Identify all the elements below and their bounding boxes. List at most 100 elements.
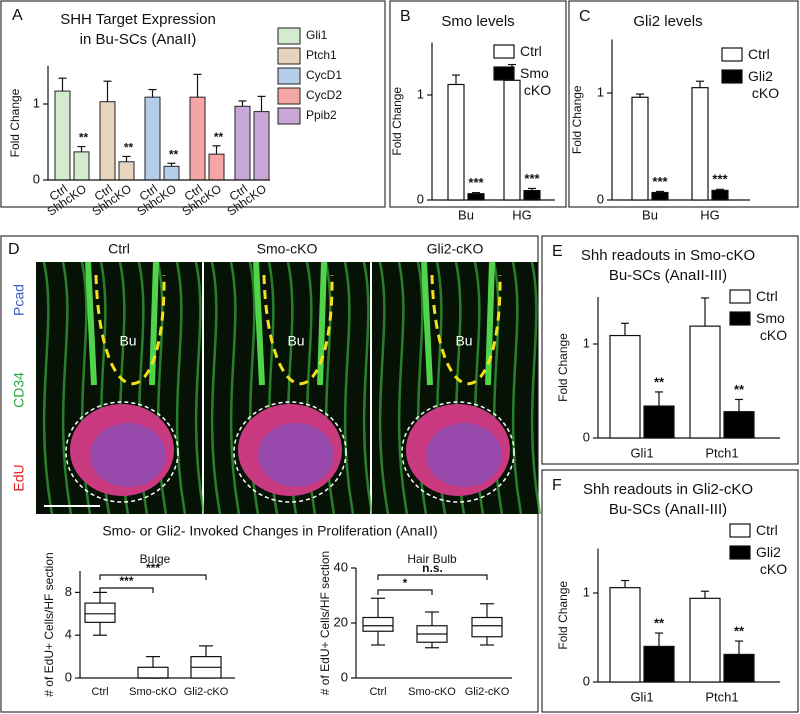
bar	[723, 411, 755, 439]
bulge-outline	[94, 274, 166, 385]
column-label: Gli2-cKO	[427, 241, 484, 257]
legend-swatch	[729, 523, 751, 538]
legend-swatch	[277, 47, 301, 65]
x-tick-label: Gli1	[630, 689, 653, 704]
panel-frame	[389, 0, 567, 208]
legend-label: Gli2 cKO	[748, 68, 779, 101]
box	[471, 616, 503, 638]
y-tick-label: 1	[583, 584, 590, 599]
significance: **	[214, 130, 224, 144]
panel-letter: E	[552, 243, 563, 260]
legend-swatch	[493, 66, 515, 81]
bar	[689, 325, 721, 439]
y-axis-label: # of EdU+ Cells/HF section	[318, 551, 332, 695]
cd34-strand	[42, 261, 54, 515]
significance: ***	[652, 174, 668, 189]
panel-letter: F	[552, 477, 562, 494]
chart-title: Bulge	[140, 552, 171, 566]
cd34-strand	[343, 261, 355, 515]
cd34-strand	[61, 261, 73, 515]
cd34-strand	[530, 261, 542, 515]
bar	[118, 161, 135, 181]
chart-subtitle: Bu-SCs (AnaII-III)	[609, 267, 727, 284]
y-tick-label: 0	[583, 429, 590, 444]
significance: **	[79, 131, 89, 145]
y-tick-label: 0	[33, 171, 40, 186]
y-tick-label: 1	[597, 84, 604, 99]
bar	[54, 90, 71, 181]
x-tick-label: Smo-cKO	[408, 686, 456, 698]
pcad-overlay	[258, 423, 334, 487]
significance: **	[654, 615, 665, 630]
significance: ***	[119, 574, 133, 588]
y-tick-label: 0	[65, 669, 72, 684]
legend-swatch	[277, 107, 301, 125]
column-label: Smo-cKO	[257, 241, 318, 257]
pcad-overlay	[90, 423, 166, 487]
stain-label: Pcad	[11, 284, 27, 316]
panel-letter: A	[12, 7, 23, 24]
bar	[689, 597, 721, 683]
cd34-strand	[210, 261, 222, 515]
panel-letter: B	[400, 8, 411, 25]
legend-label: Gli2 cKO	[756, 544, 787, 577]
bulge-outline	[430, 274, 502, 385]
cd34-strand	[378, 261, 390, 515]
chart-title: Smo levels	[441, 13, 514, 30]
legend-swatch	[277, 27, 301, 45]
chart-subtitle: Bu-SCs (AnaII-III)	[609, 501, 727, 518]
bar	[523, 189, 541, 201]
cd34-strand	[397, 261, 409, 515]
chart-title: Hair Bulb	[407, 552, 457, 566]
hair-germ	[406, 404, 510, 496]
legend-swatch	[721, 47, 743, 62]
legend-swatch	[729, 289, 751, 304]
panel-letter: D	[8, 241, 20, 258]
pcad-overlay	[426, 423, 502, 487]
germ-outline	[233, 401, 347, 503]
cd34-strand	[362, 261, 374, 515]
legend-swatch	[721, 69, 743, 84]
hair-germ	[70, 404, 174, 496]
bar	[651, 191, 669, 201]
y-tick-label: 20	[334, 614, 348, 629]
panel-frame	[568, 0, 799, 208]
chart-title: SHH Target Expression	[60, 11, 216, 28]
significance: n.s.	[422, 561, 443, 575]
chart-title: Gli2 levels	[633, 13, 702, 30]
micrograph: Bu	[204, 261, 374, 515]
significance: **	[734, 623, 745, 638]
germ-outline	[401, 401, 515, 503]
legend-label: Ctrl	[756, 522, 778, 538]
x-tick-label: Smo-cKO	[129, 686, 177, 698]
y-tick-label: 1	[417, 86, 424, 101]
y-tick-label: 1	[583, 335, 590, 350]
micrograph: Bu	[36, 261, 206, 515]
bar	[253, 111, 270, 181]
chart-title: Shh readouts in Gli2-cKO	[583, 481, 753, 498]
legend-label: Ptch1	[306, 48, 337, 62]
significance: ***	[468, 175, 484, 190]
chart-title: Shh readouts in Smo-cKO	[581, 247, 755, 264]
bar	[144, 96, 161, 181]
cd34-strand	[175, 261, 187, 515]
y-axis-label: Fold Change	[570, 85, 584, 154]
bar	[447, 83, 465, 201]
y-tick-label: 1	[33, 95, 40, 110]
significance: ***	[524, 171, 540, 186]
bar	[711, 189, 729, 201]
significance: **	[654, 374, 665, 389]
bar	[723, 653, 755, 683]
significance: *	[403, 576, 408, 590]
bar	[163, 165, 180, 181]
bar	[467, 193, 485, 201]
legend-swatch	[729, 311, 751, 326]
legend-swatch	[729, 545, 751, 560]
legend-swatch	[277, 67, 301, 85]
panel-frame	[0, 0, 386, 208]
x-tick-label: Gli2-cKO	[184, 686, 229, 698]
x-tick-label: Ptch1	[705, 689, 738, 704]
region-label: Bu	[119, 333, 136, 349]
region-label: Bu	[455, 333, 472, 349]
